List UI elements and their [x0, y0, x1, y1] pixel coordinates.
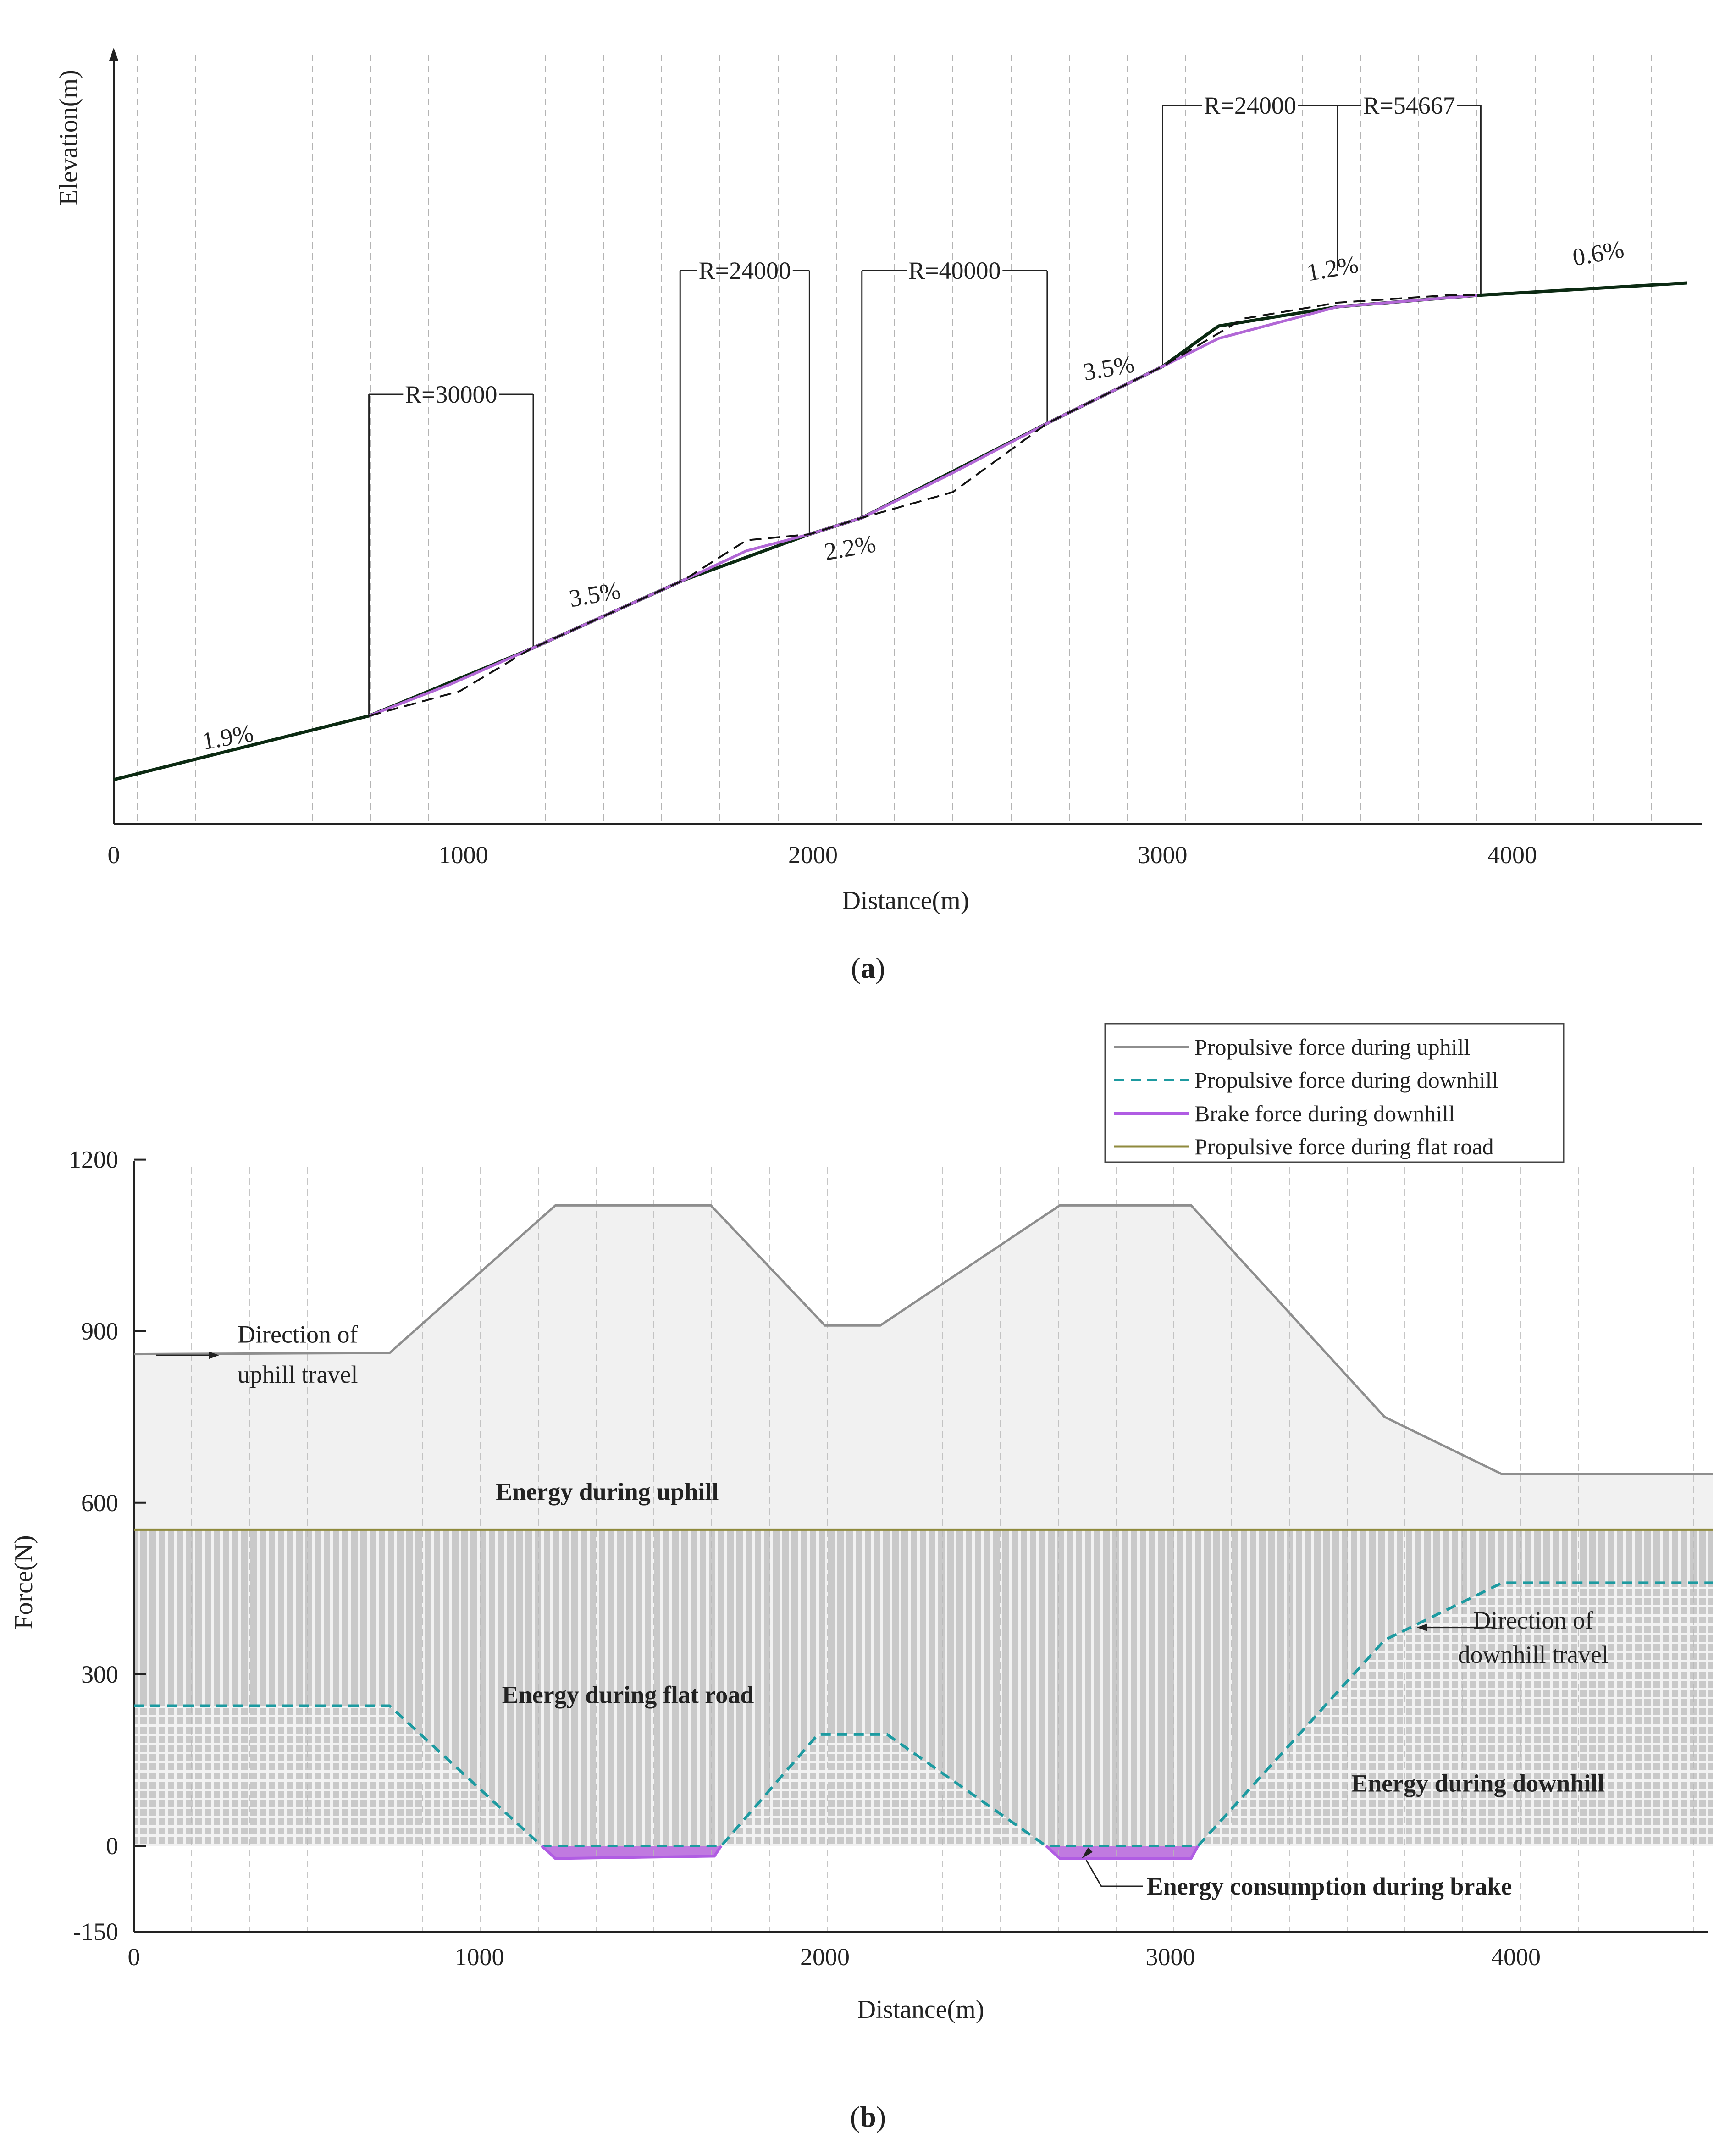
force-x-tick-label: 2000: [800, 1943, 850, 1971]
radius-label: R=54667: [1363, 92, 1455, 119]
brake-downhill-line: [1045, 1845, 1200, 1860]
gradient-line: [113, 281, 1687, 781]
energy-downhill-area: [134, 1583, 1713, 1846]
elevation-x-tick-label: 2000: [788, 841, 838, 869]
radius-label: R=24000: [699, 257, 791, 284]
elevation-gridlines: [137, 55, 1652, 824]
caption-b: (b): [850, 2100, 886, 2133]
force-y-tick-label: 0: [106, 1832, 118, 1860]
force-annotations: Direction of uphill travel Energy during u…: [156, 1321, 1609, 1900]
gradient-label: 3.5%: [567, 576, 623, 613]
elevation-y-axis-arrow: [109, 48, 118, 61]
energy-brake-pointer-head: [1082, 1847, 1093, 1859]
force-y-tick-label: 900: [81, 1318, 118, 1345]
energy-flat-road-label: Energy during flat road: [502, 1681, 754, 1708]
direction-uphill-label: Direction of: [238, 1321, 358, 1348]
energy-uphill-label: Energy during uphill: [496, 1478, 719, 1506]
force-y-tick-label: 600: [81, 1489, 118, 1517]
direction-downhill-arrowhead: [1417, 1623, 1427, 1631]
caption-b-letter: b: [860, 2100, 876, 2133]
force-x-axis-title: Distance(m): [857, 1995, 984, 2024]
legend: Propulsive force during uphill Propulsiv…: [1104, 1023, 1565, 1163]
propulsive-downhill-line: [134, 1581, 1713, 1847]
radius-label: R=40000: [908, 257, 1001, 284]
gradient-label: 3.5%: [1081, 350, 1136, 386]
energy-brake-area: [542, 1846, 721, 1859]
force-gridlines: [191, 1167, 1694, 1932]
energy-brake-label: Energy consumption during brake: [1147, 1873, 1512, 1900]
gradient-label: 1.2%: [1305, 250, 1360, 287]
elevation-axes: [109, 48, 1702, 825]
force-y-axis-title: Force(N): [10, 1535, 38, 1629]
elevation-x-tick-label: 3000: [1138, 841, 1188, 869]
energy-brake-area: [1046, 1846, 1198, 1859]
force-x-tick-label: 3000: [1146, 1943, 1195, 1971]
legend-label-flat: Propulsive force during flat road: [1194, 1134, 1494, 1159]
direction-uphill-arrowhead: [209, 1352, 219, 1359]
radius-label: R=24000: [1204, 92, 1296, 119]
elevation-x-tick-label: 4000: [1487, 841, 1537, 869]
vertical-curve-radius-markers: R=30000 R=24000 R=40000 R=24000 R=54667: [368, 92, 1482, 716]
energy-uphill-area: [134, 1205, 1713, 1530]
gradient-label: 1.9%: [200, 719, 255, 755]
vertical-curve-line: [368, 294, 1477, 717]
force-x-tick-label: 4000: [1491, 1943, 1541, 1971]
elevation-x-tick-label: 1000: [439, 841, 488, 869]
energy-flat-road-area: [134, 1529, 1713, 1846]
gradient-annotations: 1.9% 3.5% 2.2% 3.5% 1.2% 0.6%: [200, 235, 1626, 755]
force-x-ticks: 0 1000 2000 3000 4000: [128, 1943, 1541, 1971]
legend-label-brake: Brake force during downhill: [1194, 1101, 1455, 1126]
energy-areas: [134, 1205, 1713, 1859]
force-x-tick-label: 1000: [455, 1943, 504, 1971]
elevation-x-tick-labels: 0 1000 2000 3000 4000: [108, 841, 1537, 869]
legend-label-uphill: Propulsive force during uphill: [1194, 1034, 1470, 1060]
caption-a-letter: a: [861, 952, 875, 984]
elevation-y-axis-title: Elevation(m): [55, 70, 83, 205]
propulsive-uphill-line: [133, 1204, 1713, 1475]
brake-downhill-line: [541, 1845, 723, 1860]
force-y-ticks: 1200 900 600 300 0 -150: [69, 1146, 146, 1945]
energy-brake-pointer: [1085, 1860, 1143, 1887]
elevation-x-tick-label: 0: [108, 841, 120, 869]
direction-downhill-label: downhill travel: [1458, 1641, 1608, 1668]
force-axes: [133, 1161, 1708, 1933]
force-y-tick-label: 1200: [69, 1146, 118, 1174]
radius-label: R=30000: [405, 381, 497, 408]
force-y-tick-label: 300: [81, 1661, 118, 1688]
direction-downhill-label: Direction of: [1473, 1607, 1593, 1634]
gradient-label: 0.6%: [1570, 235, 1626, 271]
approximation-dashed-line: [369, 294, 1477, 717]
force-x-tick-label: 0: [128, 1943, 140, 1971]
caption-a: (a): [851, 952, 885, 984]
elevation-series: [113, 281, 1687, 781]
direction-uphill-label: uphill travel: [238, 1361, 358, 1388]
legend-label-downhill: Propulsive force during downhill: [1194, 1067, 1498, 1093]
elevation-x-axis-title: Distance(m): [842, 886, 969, 915]
force-y-tick-label: -150: [73, 1918, 118, 1945]
energy-downhill-label: Energy during downhill: [1351, 1770, 1604, 1797]
gradient-label: 2.2%: [822, 530, 878, 566]
force-series: [133, 1204, 1713, 1860]
